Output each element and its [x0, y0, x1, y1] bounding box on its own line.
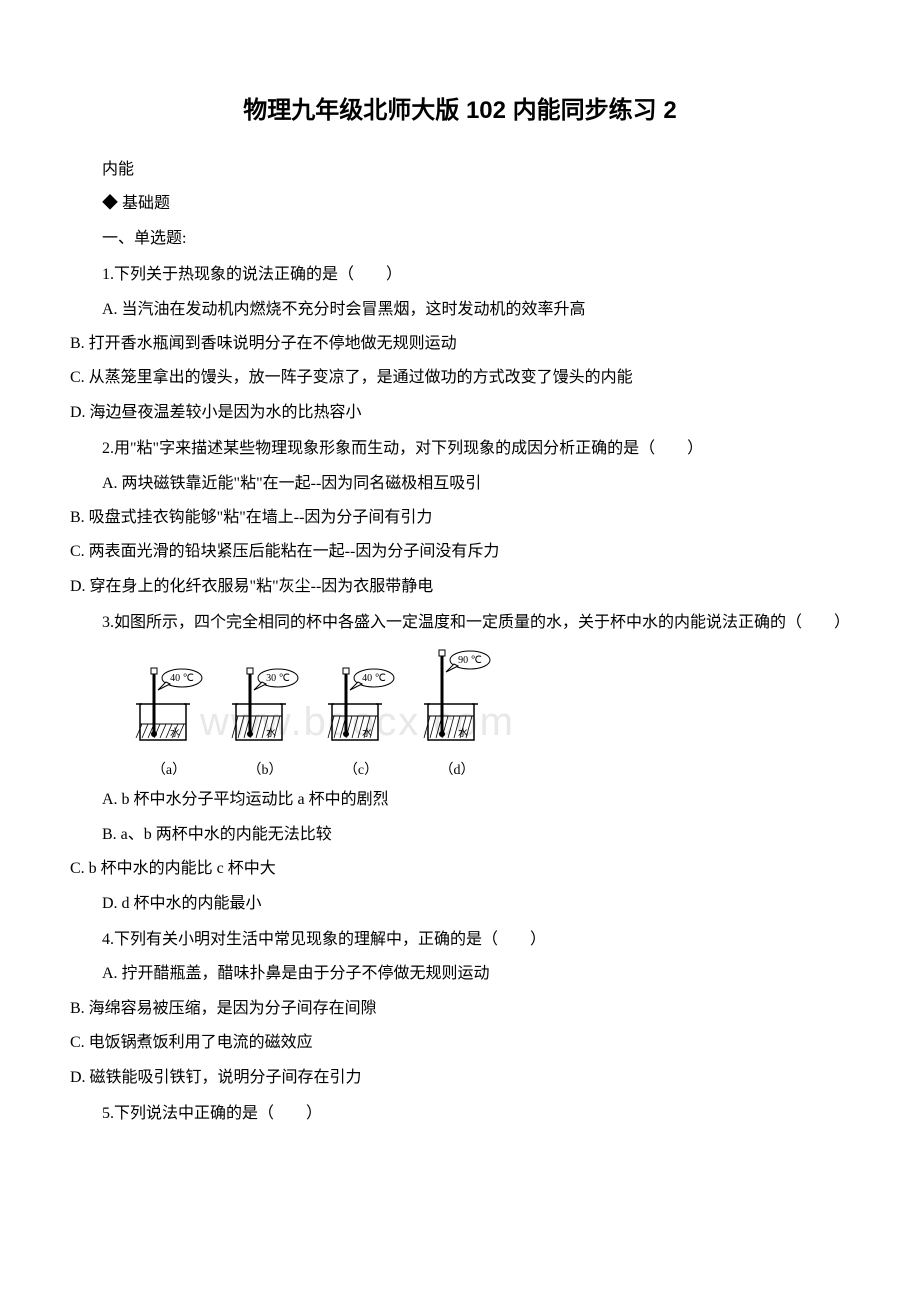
question-1: 1.下列关于热现象的说法正确的是（ ） A. 当汽油在发动机内燃烧不充分时会冒黑…: [70, 260, 850, 428]
question-2: 2.用"粘"字来描述某些物理现象形象而生动，对下列现象的成因分析正确的是（ ） …: [70, 434, 850, 602]
beaker-diagram: 水 90 ℃ （d）: [418, 648, 496, 779]
part-heading: 一、单选题:: [70, 224, 850, 254]
q2-choice-d: D. 穿在身上的化纤衣服易"粘"灰尘--因为衣服带静电: [70, 572, 850, 602]
q3-choice-c: C. b 杯中水的内能比 c 杯中大: [70, 854, 850, 884]
q4-choice-d: D. 磁铁能吸引铁钉，说明分子间存在引力: [70, 1063, 850, 1093]
q4-choice-a: A. 拧开醋瓶盖，醋味扑鼻是由于分子不停做无规则运动: [70, 959, 850, 989]
q4-choice-c: C. 电饭锅煮饭利用了电流的磁效应: [70, 1028, 850, 1058]
beaker-label: （b）: [226, 759, 304, 779]
svg-text:水: 水: [266, 727, 276, 739]
q1-choice-a: A. 当汽油在发动机内燃烧不充分时会冒黑烟，这时发动机的效率升高: [70, 295, 850, 325]
q3-choice-a: A. b 杯中水分子平均运动比 a 杯中的剧烈: [70, 785, 850, 815]
q3-figure: 水 40 ℃ （a） 水: [130, 648, 850, 779]
beaker-diagram: 水 40 ℃ （a）: [130, 666, 208, 779]
q3-choice-d: D. d 杯中水的内能最小: [70, 889, 850, 919]
beaker-label: （d）: [418, 759, 496, 779]
beaker-diagram: 水 30 ℃ （b）: [226, 666, 304, 779]
beaker-label: （c）: [322, 759, 400, 779]
section-marker: ◆ 基础题: [70, 189, 850, 219]
q2-stem: 2.用"粘"字来描述某些物理现象形象而生动，对下列现象的成因分析正确的是（ ）: [70, 434, 850, 464]
page-title: 物理九年级北师大版 102 内能同步练习 2: [70, 90, 850, 125]
svg-text:水: 水: [458, 727, 468, 739]
q4-stem: 4.下列有关小明对生活中常见现象的理解中，正确的是（ ）: [70, 925, 850, 955]
svg-text:水: 水: [170, 727, 180, 739]
beaker-diagram: 水 40 ℃ （c）: [322, 666, 400, 779]
q1-choice-d: D. 海边昼夜温差较小是因为水的比热容小: [70, 398, 850, 428]
question-3: 3.如图所示，四个完全相同的杯中各盛入一定温度和一定质量的水，关于杯中水的内能说…: [70, 608, 850, 919]
q3-stem: 3.如图所示，四个完全相同的杯中各盛入一定温度和一定质量的水，关于杯中水的内能说…: [70, 608, 850, 638]
svg-text:30 ℃: 30 ℃: [266, 673, 290, 684]
question-5: 5.下列说法中正确的是（ ）: [70, 1099, 850, 1129]
q2-choice-c: C. 两表面光滑的铅块紧压后能粘在一起--因为分子间没有斥力: [70, 537, 850, 567]
q1-choice-b: B. 打开香水瓶闻到香味说明分子在不停地做无规则运动: [70, 329, 850, 359]
question-4: 4.下列有关小明对生活中常见现象的理解中，正确的是（ ） A. 拧开醋瓶盖，醋味…: [70, 925, 850, 1093]
subtitle: 内能: [70, 155, 850, 185]
q1-choice-c: C. 从蒸笼里拿出的馒头，放一阵子变凉了，是通过做功的方式改变了馒头的内能: [70, 363, 850, 393]
svg-text:40 ℃: 40 ℃: [362, 673, 386, 684]
q1-stem: 1.下列关于热现象的说法正确的是（ ）: [70, 260, 850, 290]
q3-choice-b: B. a、b 两杯中水的内能无法比较: [70, 820, 850, 850]
q2-choice-b: B. 吸盘式挂衣钩能够"粘"在墙上--因为分子间有引力: [70, 503, 850, 533]
q4-choice-b: B. 海绵容易被压缩，是因为分子间存在间隙: [70, 994, 850, 1024]
q2-choice-a: A. 两块磁铁靠近能"粘"在一起--因为同名磁极相互吸引: [70, 469, 850, 499]
beaker-label: （a）: [130, 759, 208, 779]
q5-stem: 5.下列说法中正确的是（ ）: [70, 1099, 850, 1129]
svg-text:40 ℃: 40 ℃: [170, 673, 194, 684]
svg-text:水: 水: [362, 727, 372, 739]
svg-text:90 ℃: 90 ℃: [458, 655, 482, 666]
